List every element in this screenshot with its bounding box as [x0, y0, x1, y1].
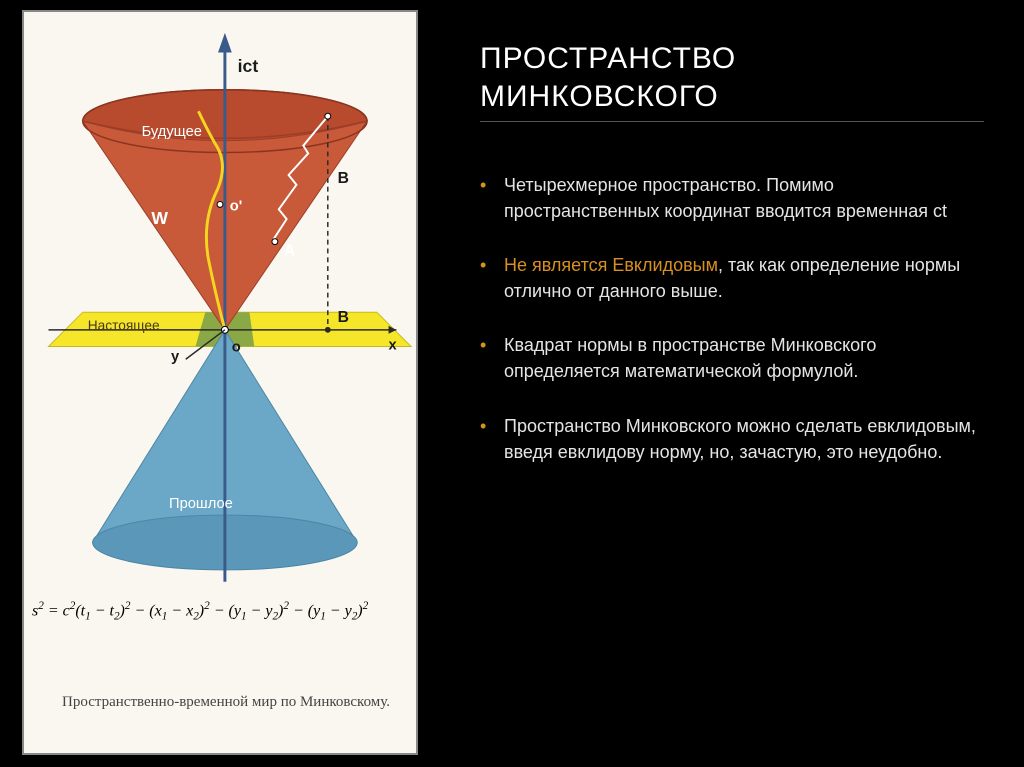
svg-text:x: x [389, 337, 398, 353]
svg-text:ict: ict [238, 56, 259, 76]
svg-text:Настоящее: Настоящее [88, 318, 160, 333]
svg-text:o': o' [230, 198, 242, 214]
diagram-panel: ict Будущее Прошлое Настоящее W o' A B B… [0, 0, 430, 767]
interval-formula: s2 = c2(t1 − t2)2 − (x1 − x2)2 − (y1 − y… [32, 600, 368, 623]
svg-text:Будущее: Будущее [142, 124, 202, 140]
content-panel: ПРОСТРАНСТВО МИНКОВСКОГО •Четырехмерное … [430, 0, 1024, 767]
diagram-container: ict Будущее Прошлое Настоящее W o' A B B… [22, 10, 418, 755]
bullet-marker: • [480, 332, 486, 358]
bullet-list: •Четырехмерное пространство. Помимо прос… [480, 172, 984, 465]
minkowski-diagram: ict Будущее Прошлое Настоящее W o' A B B… [24, 12, 416, 632]
bullet-marker: • [480, 413, 486, 439]
svg-text:B: B [338, 170, 349, 187]
bullet-item: •Квадрат нормы в пространстве Минковског… [480, 332, 984, 384]
bullet-item: •Четырехмерное пространство. Помимо прос… [480, 172, 984, 224]
svg-text:y: y [171, 349, 180, 365]
svg-text:o: o [232, 339, 241, 355]
diagram-caption: Пространственно-временной мир по Минковс… [62, 692, 402, 713]
svg-text:W: W [151, 208, 168, 228]
bullet-item: •Пространство Минковского можно сделать … [480, 413, 984, 465]
bullet-item: •Не является Евклидовым, так как определ… [480, 252, 984, 304]
svg-text:B: B [338, 309, 349, 326]
svg-text:A: A [284, 242, 295, 259]
slide-title: ПРОСТРАНСТВО МИНКОВСКОГО [480, 40, 984, 122]
bullet-marker: • [480, 172, 486, 198]
svg-text:Прошлое: Прошлое [169, 496, 233, 512]
bullet-marker: • [480, 252, 486, 278]
